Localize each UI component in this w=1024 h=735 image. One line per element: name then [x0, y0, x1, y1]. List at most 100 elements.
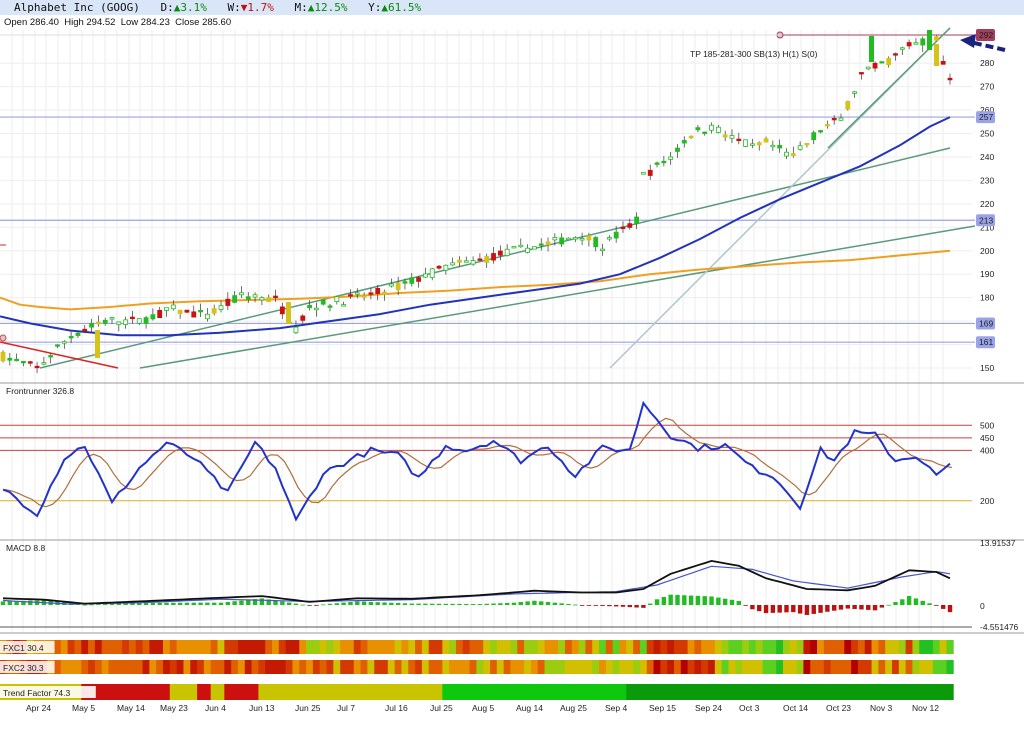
fxc2-heatmap-cell [265, 660, 273, 674]
candle-body [545, 241, 551, 246]
fxc2-heatmap-cell [871, 660, 879, 674]
close-value: Close 285.60 [175, 17, 232, 28]
frontrunner-level-label: 500 [980, 420, 994, 430]
fxc1-heatmap-cell [898, 640, 907, 654]
macd-histogram-bar [89, 604, 94, 606]
x-axis-label: Aug 5 [472, 703, 494, 713]
macd-histogram-bar [552, 602, 558, 605]
candle-body [348, 294, 353, 297]
fxc2-heatmap-cell [503, 660, 511, 674]
macd-histogram-bar [518, 602, 523, 605]
trend-factor-segment [224, 684, 259, 700]
x-axis-label: Nov 3 [870, 703, 892, 713]
macd-histogram-bar [702, 596, 707, 605]
candle-body [872, 62, 878, 69]
candle-body [136, 318, 142, 324]
fxc2-heatmap-cell [367, 660, 375, 674]
fxc2-heatmap-cell [442, 660, 450, 674]
candle-body [48, 355, 54, 358]
x-axis-label: Jun 13 [249, 703, 275, 713]
candle-body [497, 250, 503, 256]
macd-histogram-bar [539, 601, 544, 605]
fxc2-heatmap-cell [272, 660, 280, 674]
fxc1-heatmap-cell [619, 640, 627, 654]
candle-body [89, 322, 94, 328]
fxc2-heatmap-cell [333, 660, 341, 674]
fxc2-heatmap-cell [401, 660, 409, 674]
macd-histogram-bar [545, 602, 551, 605]
candle-body [784, 151, 789, 157]
fxc1-heatmap-cell [299, 640, 307, 654]
fxc1-heatmap-cell [592, 640, 600, 654]
x-axis-label: Jun 4 [205, 703, 226, 713]
x-axis-label: Oct 14 [783, 703, 808, 713]
fxc2-heatmap-cell [149, 660, 157, 674]
macd-histogram-bar [688, 595, 694, 605]
candle-body [566, 237, 571, 241]
candle-body [818, 130, 823, 133]
fxc2-heatmap-cell [714, 660, 723, 674]
candle-body [95, 330, 100, 358]
candle-body [354, 292, 360, 295]
candle-body [511, 246, 517, 249]
fxc1-heatmap-cell [190, 640, 198, 654]
macd-histogram-bar [818, 605, 823, 613]
fxc1-heatmap-cell [469, 640, 477, 654]
candle-body [368, 292, 374, 295]
x-axis-label: Jul 25 [430, 703, 453, 713]
candle-body [177, 309, 183, 314]
fxc1-heatmap-cell [932, 640, 941, 654]
candle-body [927, 30, 932, 50]
fxc1-heatmap-cell [524, 640, 532, 654]
x-axis-label: Sep 24 [695, 703, 722, 713]
fxc2-heatmap-cell [891, 660, 900, 674]
fxc2-heatmap-cell [74, 660, 82, 674]
price-tick-label: 230 [980, 175, 994, 185]
candle-body [865, 66, 871, 70]
price-tick-label: 240 [980, 152, 994, 162]
fxc1-heatmap-cell [272, 640, 280, 654]
trend-factor-segment [169, 684, 198, 700]
fxc1-heatmap-cell [88, 640, 96, 654]
fxc1-heatmap-cell [851, 640, 859, 654]
fxc2-heatmap-label-bg [0, 661, 55, 673]
fxc2-heatmap-cell [789, 660, 798, 674]
macd-histogram-bar [375, 602, 380, 605]
fxc2-heatmap-cell [244, 660, 252, 674]
fxc2-heatmap-cell [292, 660, 300, 674]
macd-histogram-bar [927, 603, 932, 605]
macd-histogram-bar [804, 605, 810, 615]
candle-body [293, 326, 299, 334]
price-tick-label: 210 [980, 222, 994, 232]
macd-histogram-bar [511, 602, 517, 605]
fxc2-heatmap-cell [258, 660, 266, 674]
trend-factor-segment [258, 684, 443, 700]
macd-histogram-bar [900, 599, 905, 605]
fxc2-heatmap-cell [694, 660, 702, 674]
candle-body [743, 139, 749, 147]
fxc2-heatmap-cell [115, 660, 123, 674]
macd-histogram-bar [784, 605, 789, 613]
candle-body [559, 237, 565, 245]
candle-body [586, 235, 592, 241]
candle-body [722, 134, 728, 138]
fxc2-heatmap-cell [530, 660, 539, 674]
macd-histogram-bar [736, 600, 741, 605]
fxc1-heatmap-cell [857, 640, 866, 654]
macd-histogram-bar [205, 602, 210, 605]
fxc2-heatmap-cell [701, 660, 709, 674]
candle-body [55, 344, 60, 347]
candle-body [770, 144, 776, 148]
candle-body [463, 260, 469, 263]
candle-body [709, 124, 714, 131]
fxc2-heatmap-cell [285, 660, 293, 674]
level-tag-label: 169 [979, 318, 993, 328]
price-tick-label: 200 [980, 246, 994, 256]
candle-body [402, 281, 408, 284]
fxc1-heatmap-cell [728, 640, 736, 654]
frontrunner-level-label: 200 [980, 496, 994, 506]
macd-histogram-bar [464, 603, 469, 605]
candle-body [95, 321, 101, 325]
candle-body [756, 142, 762, 146]
